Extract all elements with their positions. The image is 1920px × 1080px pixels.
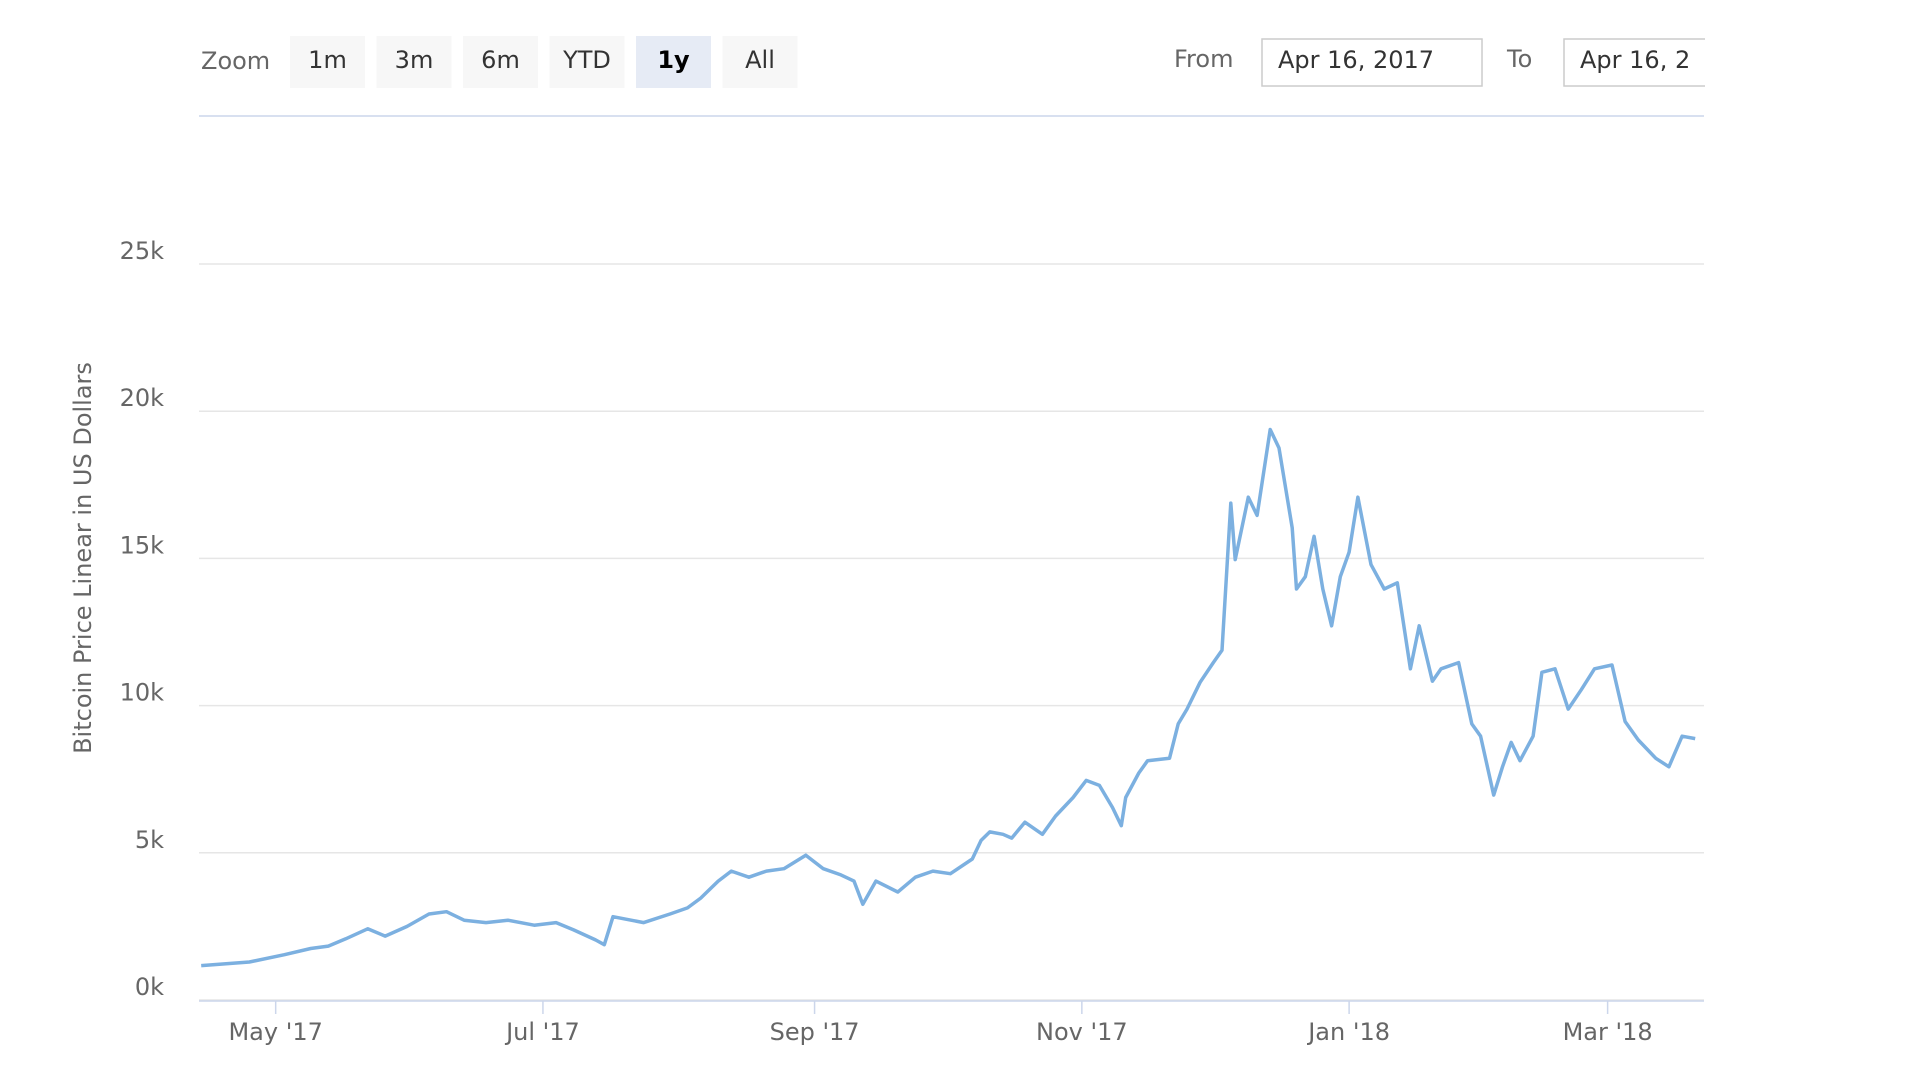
range-button[interactable] [636,36,711,88]
from-box[interactable] [1261,38,1483,87]
range-button-label[interactable]: 6m [481,46,520,74]
y-axis-title: Bitcoin Price Linear in US Dollars [69,362,97,754]
y-tick-label: 20k [120,384,165,412]
from-label: From [1174,45,1233,73]
y-tick-label: 10k [120,679,165,707]
range-button[interactable] [376,36,452,88]
range-button-label[interactable]: YTD [562,46,611,74]
range-button[interactable] [722,36,798,88]
y-tick-label: 15k [120,531,165,559]
price-line [201,427,1696,968]
range-button-label[interactable]: 1y [657,46,690,74]
range-button-label[interactable]: 1m [308,46,347,74]
to-value[interactable]: Apr 16, 2 [1580,46,1690,74]
range-button[interactable] [463,36,538,88]
range-button-label[interactable]: All [745,46,775,74]
x-tick-label: May '17 [228,1018,322,1046]
from-value[interactable]: Apr 16, 2017 [1278,46,1434,74]
range-button-label[interactable]: 3m [395,46,434,74]
x-tick-label: Jan '18 [1306,1018,1390,1046]
y-tick-label: 0k [135,973,164,1001]
x-tick-label: Nov '17 [1036,1018,1128,1046]
x-tick-label: Sep '17 [770,1018,860,1046]
zoom-label: Zoom [201,47,270,75]
to-box[interactable] [1563,38,1725,87]
x-tick-label: Jul '17 [504,1018,580,1046]
to-label: To [1506,45,1532,73]
from-input[interactable]: Apr 16, 2017 [1261,38,1483,87]
y-tick-label: 25k [120,237,165,265]
y-tick-label: 5k [135,826,164,854]
range-button[interactable] [290,36,365,88]
to-input[interactable]: Apr 16, 2 [1563,30,1920,100]
range-buttons: 1m 3m 6m YTD 1y All [290,36,798,88]
clip-cover [1705,30,1920,100]
range-button[interactable] [549,36,625,88]
x-tick-label: Mar '18 [1563,1018,1653,1046]
